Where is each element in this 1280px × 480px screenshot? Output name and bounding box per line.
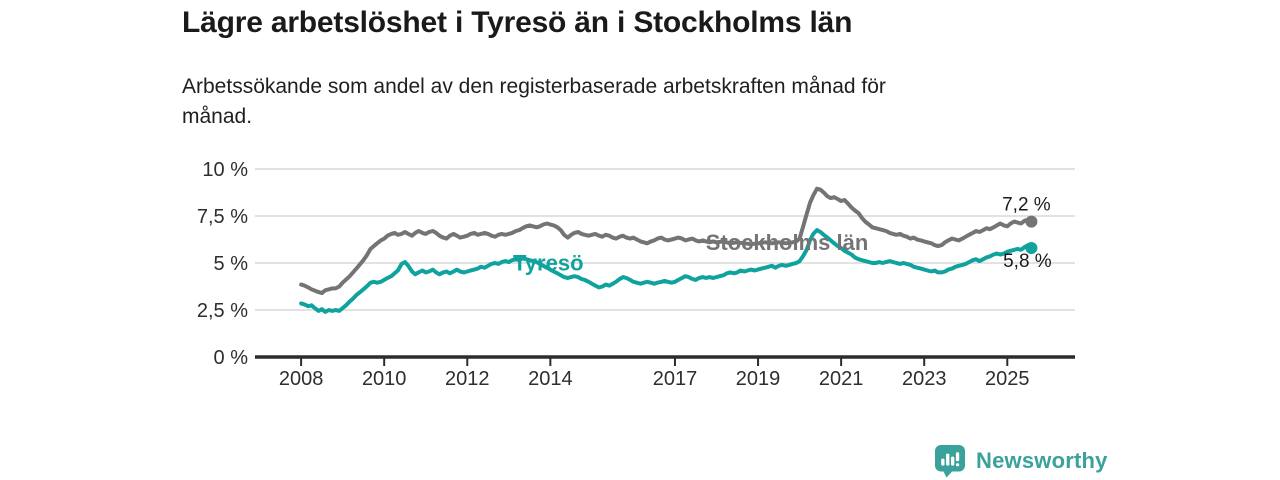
y-tick-label: 5 % — [214, 253, 249, 275]
chart-subtitle: Arbetssökande som andel av den registerb… — [182, 72, 886, 132]
series-endpoint-stockholms-lan — [1025, 215, 1038, 228]
series-endpoint-tyreso — [1025, 242, 1038, 254]
series-line-tyreso — [299, 228, 1034, 314]
y-tick-label: 7,5 % — [197, 206, 248, 228]
series-end-label-tyreso: 5,8 % — [1003, 251, 1052, 272]
y-tick-label: 10 % — [202, 159, 248, 181]
logo-bar-tall — [946, 453, 950, 466]
x-tick-label: 2025 — [985, 368, 1030, 390]
x-tick-label: 2021 — [819, 368, 864, 390]
logo-exclamation-dot — [955, 463, 960, 467]
logo-bubble-tail — [943, 470, 953, 478]
newsworthy-logo: Newsworthy — [934, 444, 1108, 478]
newsworthy-chart-bubble-icon — [935, 445, 965, 478]
newsworthy-brand-name: Newsworthy — [976, 448, 1108, 473]
logo-bar-medium — [951, 456, 955, 466]
x-tick-label: 2008 — [279, 368, 324, 390]
x-tick-label: 2010 — [362, 368, 407, 390]
subtitle-line-1: Arbetssökande som andel av den registerb… — [182, 75, 886, 98]
x-tick-label: 2017 — [653, 368, 698, 390]
y-tick-label: 0 % — [214, 347, 249, 369]
series-name-label-stockholms-lan: Stockholms län — [706, 230, 869, 255]
series-name-label-tyreso: Tyresö — [513, 251, 584, 276]
series-end-label-stockholms-lan: 7,2 % — [1002, 195, 1051, 216]
y-tick-label: 2,5 % — [197, 300, 248, 322]
logo-exclamation-stem — [955, 452, 960, 462]
x-tick-label: 2019 — [736, 368, 781, 390]
subtitle-line-2: månad. — [182, 105, 253, 128]
x-tick-label: 2014 — [528, 368, 573, 390]
logo-bar-small — [941, 458, 945, 466]
x-tick-label: 2012 — [445, 368, 490, 390]
x-tick-label: 2023 — [902, 368, 947, 390]
series-line-stockholms-lan — [299, 186, 1034, 296]
logo-bubble-shape — [935, 445, 965, 472]
page-title: Lägre arbetslöshet i Tyresö än i Stockho… — [182, 6, 853, 39]
